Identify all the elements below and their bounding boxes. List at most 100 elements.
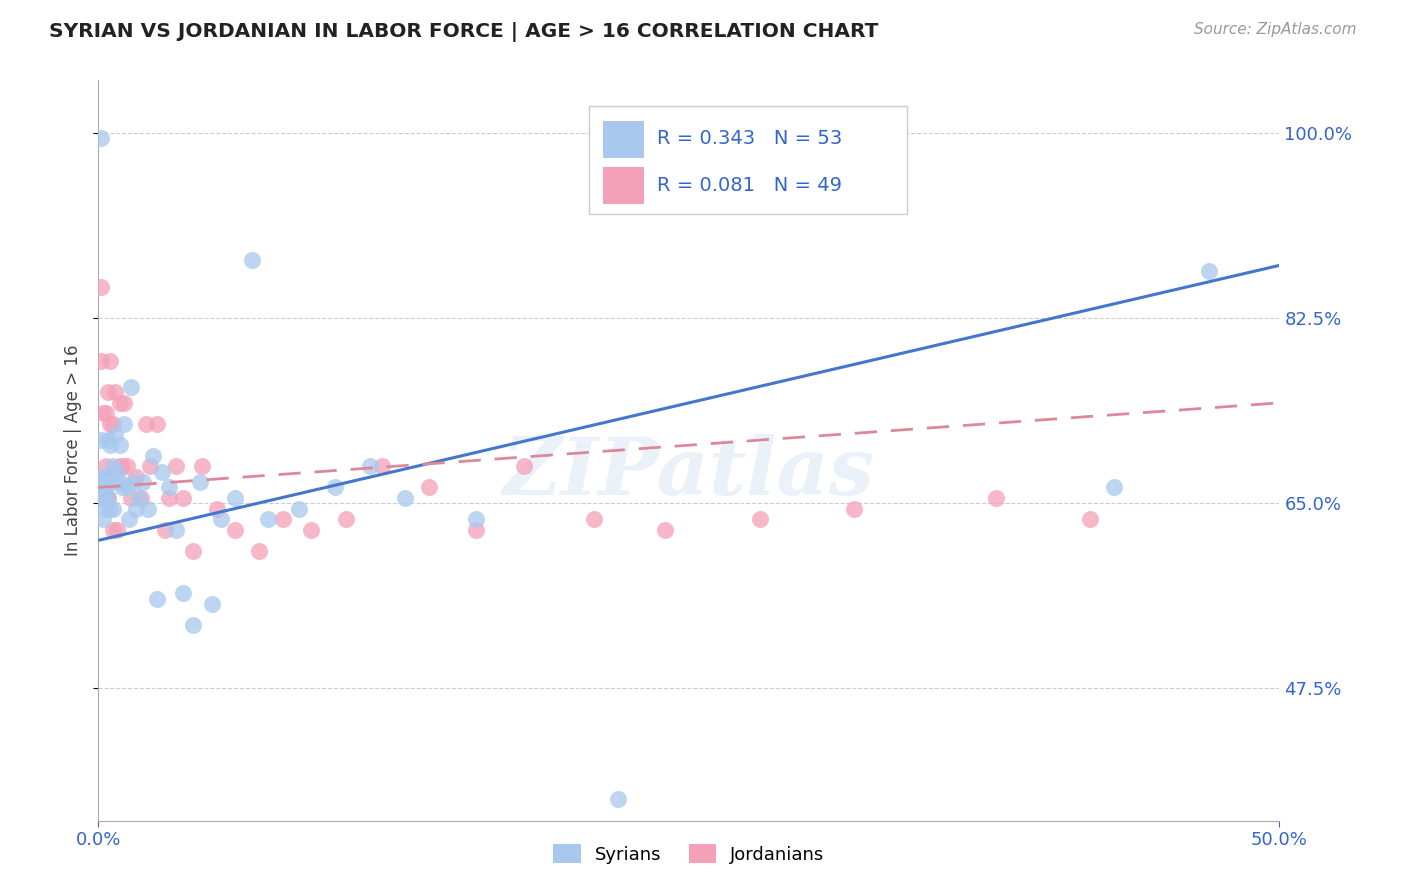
Point [121,380,143,394]
Point [157,491,180,505]
Point [90,353,112,368]
Point [94,407,117,421]
Point [118,512,141,526]
Point [115,459,138,474]
Point [136,501,159,516]
Point [90,131,112,145]
Point [105,465,128,479]
Y-axis label: In Labor Force | Age > 16: In Labor Force | Age > 16 [65,344,83,557]
Point [122,475,145,490]
Point [299,523,322,537]
Point [583,512,606,526]
Point [181,544,204,558]
Point [607,792,630,806]
Point [224,491,246,505]
Point [108,475,131,490]
Point [101,523,124,537]
Point [132,475,155,490]
Point [188,475,211,490]
Point [104,385,127,400]
Point [98,438,121,452]
Point [465,512,488,526]
Point [97,385,120,400]
Point [101,459,124,474]
Point [97,475,120,490]
Point [128,491,150,505]
Point [90,433,112,447]
Point [257,512,280,526]
Point [98,417,121,431]
Point [91,491,114,505]
Point [97,433,120,447]
Point [104,427,127,442]
Point [224,523,246,537]
Point [112,396,135,410]
Point [111,459,134,474]
Point [135,417,157,431]
Point [91,475,114,490]
Point [91,407,114,421]
Point [94,501,117,516]
Point [146,591,169,606]
Point [101,501,124,516]
Point [181,618,204,632]
Point [512,459,534,474]
Point [111,480,134,494]
Text: R = 0.081   N = 49: R = 0.081 N = 49 [657,176,842,195]
Point [90,491,112,505]
Point [1080,512,1102,526]
Point [844,501,866,516]
Point [172,491,194,505]
Point [1102,480,1125,494]
Point [129,491,152,505]
Point [465,523,488,537]
Point [97,491,120,505]
Point [105,523,128,537]
Point [394,491,416,505]
Point [165,523,187,537]
Text: R = 0.343   N = 53: R = 0.343 N = 53 [657,129,842,148]
Point [323,480,346,494]
Point [150,465,173,479]
Point [101,417,124,431]
Point [125,501,148,516]
Point [172,586,194,600]
Point [94,459,117,474]
Point [91,470,114,484]
Point [90,279,112,293]
Point [1198,263,1220,277]
Point [98,475,121,490]
Text: Source: ZipAtlas.com: Source: ZipAtlas.com [1194,22,1357,37]
Point [371,459,394,474]
Point [335,512,357,526]
Point [984,491,1007,505]
Point [94,491,117,505]
Point [94,470,117,484]
Point [121,491,143,505]
Point [205,501,228,516]
Point [157,480,180,494]
Text: SYRIAN VS JORDANIAN IN LABOR FORCE | AGE > 16 CORRELATION CHART: SYRIAN VS JORDANIAN IN LABOR FORCE | AGE… [49,22,879,42]
Point [91,512,114,526]
Point [108,438,131,452]
Point [94,480,117,494]
FancyBboxPatch shape [603,167,644,204]
Point [112,417,135,431]
Point [288,501,311,516]
Point [247,544,270,558]
Point [139,459,162,474]
Point [91,491,114,505]
Point [108,396,131,410]
FancyBboxPatch shape [589,106,907,213]
Point [153,523,176,537]
Point [98,501,121,516]
Point [97,491,120,505]
Point [165,459,187,474]
Point [748,512,770,526]
Legend: Syrians, Jordanians: Syrians, Jordanians [547,837,831,871]
Point [418,480,440,494]
Point [125,470,148,484]
Point [209,512,232,526]
FancyBboxPatch shape [603,121,644,158]
Point [108,459,131,474]
